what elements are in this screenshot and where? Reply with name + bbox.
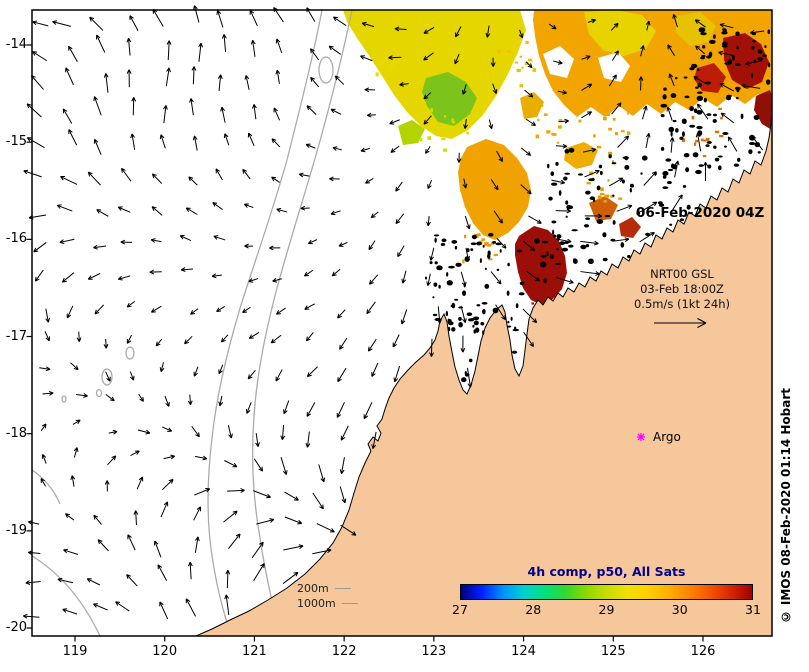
current-vector-arrows	[22, 5, 765, 620]
datetime-annotation: 06-Feb-2020 04Z	[636, 205, 765, 221]
vector-legend: NRT00 GSL 03-Feb 18:00Z 0.5m/s (1kt 24h)	[618, 267, 746, 312]
y-tick-label: -20	[5, 620, 27, 636]
x-tick-label: 125	[600, 644, 626, 659]
depth-legend-label: 1000m	[297, 597, 336, 610]
colorbar-tick-label: 27	[452, 602, 468, 617]
y-tick-label: -16	[5, 231, 27, 247]
vector-legend-scale: 0.5m/s (1kt 24h)	[633, 297, 731, 311]
copyright-text: © IMOS 08-Feb-2020 01:14 Hobart	[779, 388, 793, 624]
x-tick-label: 121	[242, 644, 267, 659]
depth-legend: 200m 1000m	[297, 581, 358, 611]
plot-border	[31, 9, 773, 637]
depth-legend-label: 200m	[297, 582, 329, 595]
vector-legend-product: NRT00 GSL	[650, 267, 714, 281]
vector-legend-datetime: 03-Feb 18:00Z	[640, 282, 724, 296]
y-tick-label: -17	[5, 328, 27, 344]
colorbar-tick-label: 28	[525, 602, 542, 617]
bathymetry-contours	[31, 9, 353, 637]
y-tick-label: -15	[5, 134, 27, 150]
x-tick-label: 120	[152, 644, 178, 659]
x-tick-label: 126	[690, 644, 716, 659]
x-tick-label: 122	[331, 644, 357, 659]
argo-marker	[637, 433, 645, 441]
colorbar-title: 4h comp, p50, All Sats	[527, 564, 686, 579]
y-tick-label: -14	[5, 37, 27, 52]
colorbar-tick-label: 31	[745, 602, 761, 617]
vector-scale-arrow	[654, 318, 707, 328]
depth-legend-item: 200m	[297, 581, 358, 596]
argo-label: Argo	[653, 430, 681, 444]
depth-contour-sample-line	[334, 588, 351, 589]
x-tick-label: 124	[511, 644, 536, 659]
land-mass	[195, 109, 773, 637]
x-tick-label: 119	[62, 644, 88, 659]
depth-contour-sample-line	[341, 603, 358, 604]
y-tick-label: -19	[5, 522, 27, 538]
y-tick-label: -18	[5, 425, 27, 441]
colorbar-tick-label: 29	[598, 602, 615, 617]
colorbar	[460, 584, 753, 600]
sst-field-layer	[343, 10, 772, 305]
colorbar-tick-label: 30	[671, 602, 688, 617]
depth-legend-item: 1000m	[297, 596, 358, 611]
x-tick-label: 123	[421, 644, 447, 659]
axis-tick-marks	[26, 44, 704, 642]
